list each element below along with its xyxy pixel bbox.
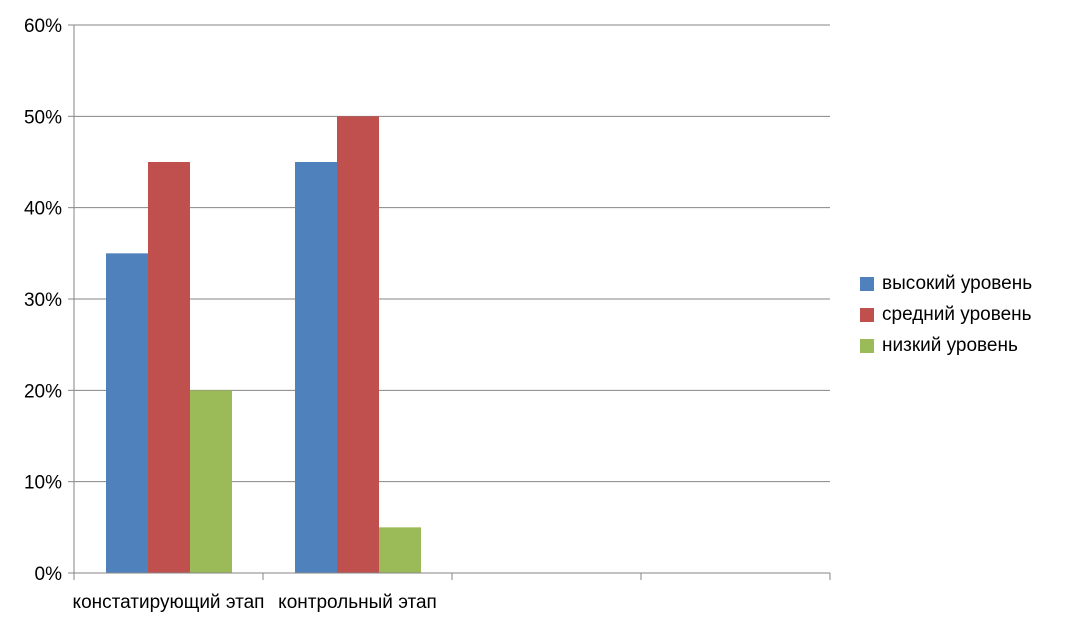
legend-swatch — [860, 276, 874, 291]
legend-swatch — [860, 307, 874, 322]
axis-layer — [68, 24, 831, 580]
y-tick-label: 10% — [24, 473, 62, 494]
bar — [337, 116, 379, 573]
chart-legend: высокий уровень средний уровень низкий уро… — [860, 268, 1075, 361]
y-tick-label: 20% — [24, 381, 62, 402]
x-tick-label: констатирующий этап — [73, 592, 265, 613]
legend-label: низкий уровень — [882, 334, 1018, 356]
legend-item: высокий уровень — [860, 268, 1075, 299]
y-tick-label: 50% — [24, 107, 62, 128]
legend-swatch — [860, 338, 874, 353]
bar — [190, 390, 232, 573]
legend-label: средний уровень — [882, 303, 1032, 325]
legend-label: высокий уровень — [882, 272, 1033, 294]
y-tick-label: 60% — [24, 16, 62, 37]
bar — [379, 527, 421, 573]
y-tick-label: 0% — [35, 564, 63, 585]
x-tick-label: контрольный этап — [278, 592, 437, 613]
bars-layer — [106, 116, 421, 574]
bar — [106, 253, 148, 574]
bar — [148, 162, 190, 573]
y-tick-label: 30% — [24, 290, 62, 311]
bar — [295, 162, 337, 573]
legend-item: низкий уровень — [860, 330, 1075, 361]
y-tick-label: 40% — [24, 199, 62, 220]
labels-layer: 0% 10% 20% 30% 40% 50% 60% констатирующий этап к… — [24, 16, 437, 613]
legend-item: средний уровень — [860, 299, 1075, 330]
